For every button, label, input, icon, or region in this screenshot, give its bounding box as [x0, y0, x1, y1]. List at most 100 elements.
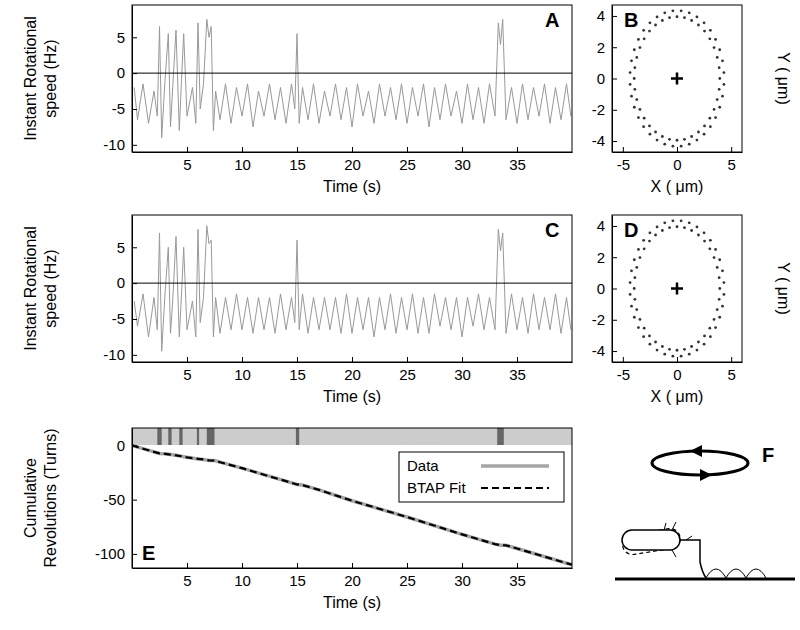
tick-label: 20 — [344, 572, 361, 589]
point — [718, 66, 721, 69]
tick: 20 — [344, 563, 361, 589]
point — [696, 139, 699, 142]
x-axis-title: Time (s) — [323, 178, 381, 195]
point — [718, 298, 721, 301]
diagram: F — [615, 444, 795, 579]
tick-label: 2 — [597, 249, 605, 266]
point — [680, 355, 683, 358]
plot-background — [612, 5, 742, 152]
x-axis: 5101520253035 — [133, 147, 573, 173]
tick: -5 — [112, 310, 137, 327]
point — [709, 239, 712, 242]
tick-mark — [132, 247, 137, 248]
tick-label: 4 — [597, 7, 605, 24]
tick-label: 0 — [117, 64, 125, 81]
tick-mark — [462, 147, 463, 152]
point — [633, 66, 636, 69]
tick-label: 5 — [117, 29, 125, 46]
point — [630, 95, 633, 98]
point — [703, 133, 706, 136]
event-interval — [296, 428, 299, 445]
tick-mark — [731, 357, 732, 362]
point — [708, 117, 711, 120]
series-line — [132, 445, 572, 564]
plot-background — [132, 5, 572, 152]
point — [633, 258, 636, 261]
plot-frame — [132, 428, 572, 568]
tick-mark — [187, 357, 188, 362]
panel-label: B — [624, 9, 638, 31]
point — [723, 293, 726, 296]
tick: -10 — [103, 346, 137, 363]
tick: -4 — [592, 132, 617, 149]
point — [633, 298, 636, 301]
plot-frame — [612, 215, 742, 362]
tick: -4 — [592, 342, 617, 359]
tick-label: 15 — [289, 572, 306, 589]
point — [639, 46, 642, 49]
tick: 10 — [234, 147, 251, 173]
panel-label: C — [545, 219, 559, 241]
point — [721, 269, 724, 272]
point — [663, 11, 666, 14]
tick: 5 — [727, 357, 735, 383]
tick-mark — [517, 147, 518, 152]
point — [635, 308, 638, 311]
plot-area — [132, 19, 572, 137]
panel-label: E — [142, 542, 155, 564]
point — [633, 77, 636, 80]
point — [639, 108, 642, 111]
tick-mark — [677, 357, 678, 362]
legend-swatch — [481, 464, 549, 468]
point — [639, 256, 642, 259]
y-axis: -4-2024 — [592, 6, 617, 153]
point — [643, 37, 646, 40]
tick-label: 15 — [289, 366, 306, 383]
tick: 4 — [597, 217, 617, 234]
point — [633, 287, 636, 290]
plot-area — [629, 219, 726, 357]
tick-mark — [132, 445, 137, 446]
y-axis-title: speed (Hz) — [42, 39, 59, 117]
tick-mark — [517, 357, 518, 362]
tick: 0 — [597, 280, 617, 297]
tick-mark — [132, 554, 137, 555]
tick-label: 0 — [597, 70, 605, 87]
legend-label: BTAP Fit — [407, 479, 466, 496]
tick: 4 — [597, 7, 617, 24]
y-axis-title: speed (Hz) — [42, 249, 59, 327]
point — [642, 125, 645, 128]
tick-mark — [187, 563, 188, 568]
point — [716, 98, 719, 101]
tick-label: -100 — [95, 545, 125, 562]
tick-mark — [612, 47, 617, 48]
surface — [615, 578, 795, 581]
panel: 5101520253035-10-505Time (s)Instant Rota… — [22, 215, 573, 405]
tick-mark — [407, 147, 408, 152]
y-axis-title: Revolutions (Turns) — [42, 428, 59, 567]
point — [683, 226, 686, 229]
tick-label: 5 — [727, 156, 735, 173]
point — [688, 11, 691, 14]
surface-wave — [706, 569, 766, 578]
point — [703, 343, 706, 346]
tick: 0 — [597, 70, 617, 87]
point — [676, 225, 679, 228]
tick-label: 5 — [183, 366, 191, 383]
point — [718, 106, 721, 109]
point — [690, 229, 693, 232]
reference-line — [132, 73, 572, 74]
tick-label: 0 — [673, 366, 681, 383]
tick: -5 — [617, 357, 630, 383]
point — [721, 305, 724, 308]
x-axis-title: Time (s) — [323, 594, 381, 611]
point — [718, 48, 721, 51]
tick-mark — [731, 147, 732, 152]
point — [656, 225, 659, 228]
tick: 20 — [344, 357, 361, 383]
point — [697, 131, 700, 134]
point — [629, 83, 632, 86]
tick: 2 — [597, 39, 617, 56]
cell — [622, 530, 680, 550]
point — [654, 131, 657, 134]
